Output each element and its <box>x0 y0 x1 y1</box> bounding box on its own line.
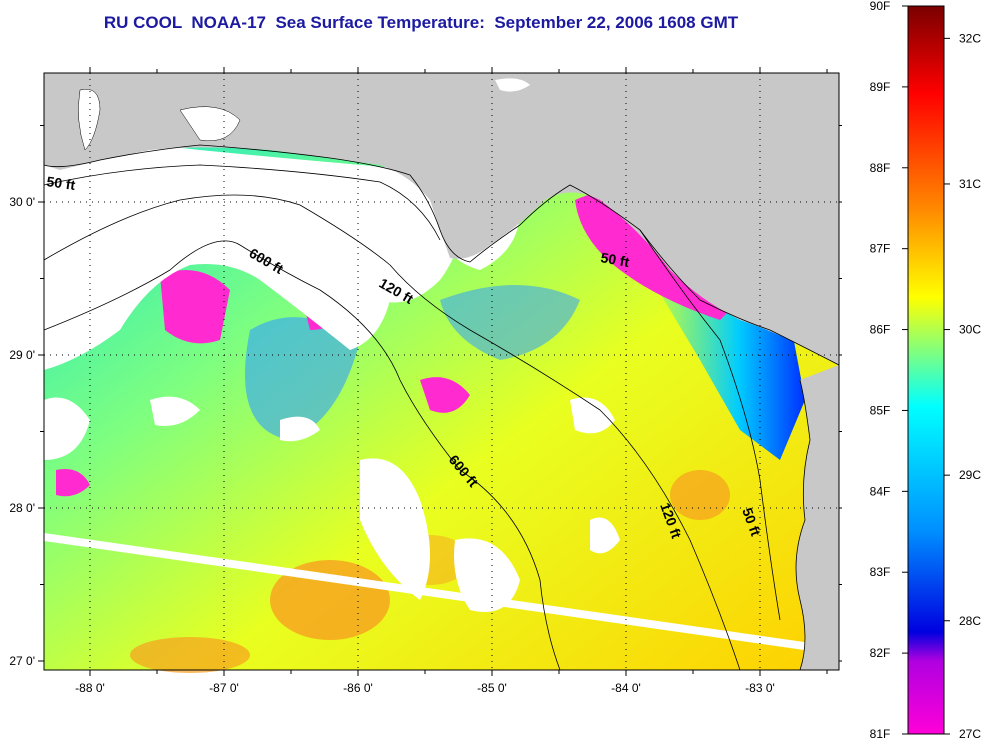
contour-600ft <box>43 240 561 671</box>
x-tick-label: -87 0' <box>209 681 239 695</box>
f-label: 85F <box>870 403 891 417</box>
swath-gap <box>44 533 839 655</box>
cold-patch <box>160 270 230 344</box>
contour-50ft-west <box>43 164 441 241</box>
cloud-area <box>280 416 320 442</box>
map-title: RU COOL NOAA-17 Sea Surface Temperature:… <box>103 13 739 32</box>
x-tick-label: -86 0' <box>343 681 373 695</box>
c-label: 30C <box>959 323 981 337</box>
fahrenheit-labels: 90F 89F 88F 87F 86F 85F 84F 83F 82F 81F <box>870 0 908 741</box>
c-label: 29C <box>959 468 981 482</box>
bay <box>78 88 101 151</box>
f-label: 81F <box>870 727 891 741</box>
x-tick-label: -85 0' <box>477 681 507 695</box>
grid <box>44 73 839 670</box>
y-tick-label: 30 0' <box>9 195 35 209</box>
sst-map: 50 ft 600 ft 120 ft 50 ft 600 ft 120 ft … <box>9 67 842 695</box>
f-label: 84F <box>870 484 891 498</box>
cloud-area <box>360 458 430 600</box>
cloud-area <box>454 538 520 612</box>
cloud-area <box>44 397 90 460</box>
cool-patch <box>440 285 580 360</box>
f-label: 89F <box>870 80 891 94</box>
y-tick-label: 28 0' <box>9 501 35 515</box>
cloud-area <box>590 517 620 554</box>
y-tick-label: 29 0' <box>9 348 35 362</box>
warm-patch <box>670 470 730 520</box>
color-scale: 90F 89F 88F 87F 86F 85F 84F 83F 82F 81F 32C 31C 30C… <box>870 0 982 741</box>
x-axis: -88 0' -87 0' -86 0' -85 0' -84 0' -83 0' <box>75 67 828 695</box>
x-tick-label: -83 0' <box>745 681 775 695</box>
y-axis: 30 0' 29 0' 28 0' 27 0' <box>9 125 842 668</box>
cold-patch <box>420 377 470 413</box>
contour-label: 50 ft <box>46 173 77 193</box>
f-label: 83F <box>870 565 891 579</box>
f-label: 86F <box>870 323 891 337</box>
x-tick-label: -84 0' <box>611 681 641 695</box>
f-label: 87F <box>870 242 891 256</box>
f-label: 88F <box>870 161 891 175</box>
lake <box>495 78 530 92</box>
warm-patch <box>130 637 250 673</box>
cloud-area <box>150 396 200 426</box>
cool-patch <box>245 317 360 440</box>
cold-patch <box>56 469 90 497</box>
c-label: 27C <box>959 727 981 741</box>
east-coastline <box>795 379 811 671</box>
contour-label: 50 ft <box>599 249 630 270</box>
celsius-labels: 32C 31C 30C 29C 28C 27C <box>944 31 981 741</box>
y-tick-label: 27 0' <box>9 654 35 668</box>
c-label: 28C <box>959 614 981 628</box>
color-bar <box>907 5 945 735</box>
c-label: 31C <box>959 177 981 191</box>
map-frame <box>43 72 840 671</box>
contour-120ft <box>43 194 741 671</box>
x-tick-label: -88 0' <box>75 681 105 695</box>
land-north <box>44 73 839 365</box>
f-label: 82F <box>870 646 891 660</box>
cloud-area <box>44 145 430 370</box>
f-label: 90F <box>870 0 891 13</box>
north-coastline <box>43 144 840 366</box>
land-east <box>796 365 839 670</box>
c-label: 32C <box>959 31 981 45</box>
contour-50ft-east <box>639 229 781 621</box>
bay <box>179 106 241 142</box>
cloud-area <box>570 397 615 434</box>
